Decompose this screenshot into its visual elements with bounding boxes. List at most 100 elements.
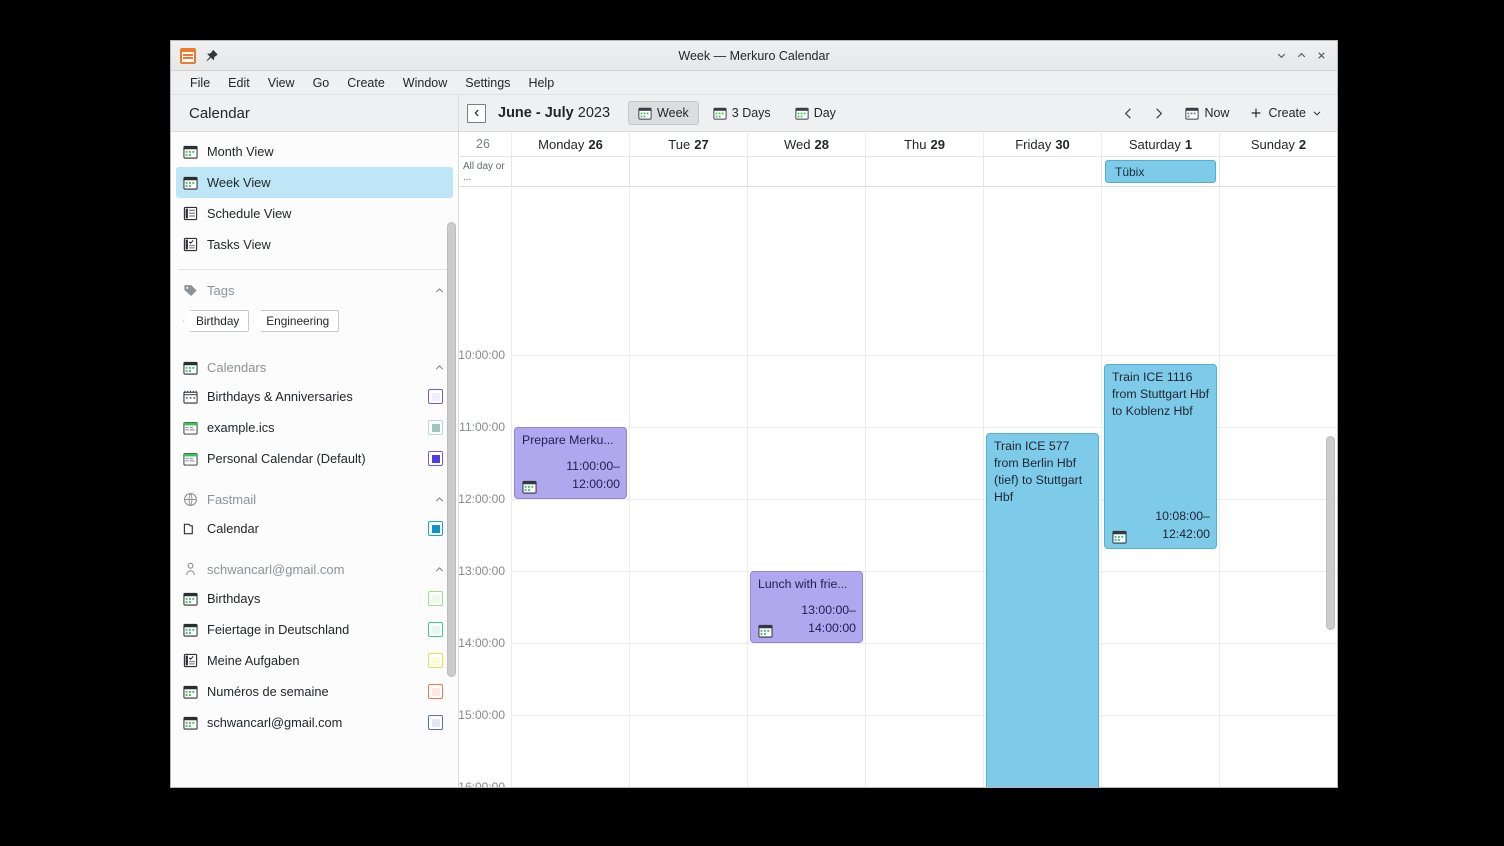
calendar-color-swatch[interactable] — [428, 715, 443, 730]
day-header-monday[interactable]: Monday 26 — [511, 132, 629, 156]
calendar-item[interactable]: Personal Calendar (Default) — [171, 443, 458, 474]
view-button-week[interactable]: Week — [628, 101, 699, 125]
chevron-up-icon[interactable] — [433, 563, 446, 576]
chevron-up-icon[interactable] — [433, 284, 446, 297]
minimize-icon[interactable] — [1271, 46, 1291, 66]
calendar-item-label: Birthdays & Anniversaries — [207, 389, 353, 404]
all-day-cell[interactable] — [865, 157, 983, 186]
chevron-up-icon[interactable] — [433, 361, 446, 374]
event-title: Prepare Merku... — [522, 433, 614, 447]
sidebar-item-schedule-view[interactable]: Schedule View — [176, 198, 453, 229]
now-button-label: Now — [1204, 106, 1230, 120]
now-button[interactable]: Now — [1175, 101, 1239, 125]
day-column-tue[interactable] — [629, 188, 747, 787]
day-column-sunday[interactable] — [1219, 188, 1337, 787]
calendar-item[interactable]: example.ics — [171, 412, 458, 443]
chevron-down-icon[interactable] — [1311, 107, 1323, 119]
chevron-left-icon[interactable] — [1115, 101, 1141, 125]
all-day-event[interactable]: Tübix — [1105, 160, 1216, 183]
sidebar-item-week-view[interactable]: Week View — [176, 167, 453, 198]
pin-icon[interactable] — [205, 49, 219, 63]
calendar-item[interactable]: Birthdays — [171, 583, 458, 614]
calendar-color-swatch[interactable] — [428, 420, 443, 435]
day-column-friday[interactable]: Train ICE 577 from Berlin Hbf (tief) to … — [983, 188, 1101, 787]
view-button-day[interactable]: Day — [785, 101, 846, 125]
day-column-thu[interactable] — [865, 188, 983, 787]
section-header-schwancarl-gmail-com[interactable]: schwancarl@gmail.com — [171, 555, 458, 583]
menu-item-window[interactable]: Window — [402, 75, 448, 90]
create-button[interactable]: Create — [1243, 102, 1327, 124]
calendar-color-swatch[interactable] — [428, 389, 443, 404]
calendar-item[interactable]: Meine Aufgaben — [171, 645, 458, 676]
section-header-tags[interactable]: Tags — [171, 276, 458, 304]
calendar-event[interactable]: Lunch with frie... 13:00:00– 14:00:00 — [750, 571, 863, 643]
calendar-event[interactable]: Train ICE 577 from Berlin Hbf (tief) to … — [986, 433, 1099, 787]
swatch-fill — [431, 625, 440, 634]
calendar-color-swatch[interactable] — [428, 591, 443, 606]
calendar-icon — [183, 361, 198, 375]
calendar-icon — [713, 107, 727, 120]
menu-item-settings[interactable]: Settings — [465, 75, 511, 90]
chevron-right-icon[interactable] — [1145, 101, 1171, 125]
section-header-fastmail[interactable]: Fastmail — [171, 485, 458, 513]
maximize-icon[interactable] — [1291, 46, 1311, 66]
calendar-event[interactable]: Train ICE 1116 from Stuttgart Hbf to Kob… — [1104, 364, 1217, 549]
all-day-cell[interactable] — [629, 157, 747, 186]
hour-label: 11:00:00 — [459, 420, 505, 434]
collapse-sidebar-icon[interactable] — [467, 103, 486, 123]
section-title: Fastmail — [207, 491, 257, 507]
event-title: Train ICE 577 from Berlin Hbf (tief) to … — [994, 439, 1083, 504]
calendar-item[interactable]: schwancarl@gmail.com — [171, 707, 458, 738]
menu-item-help[interactable]: Help — [528, 75, 555, 90]
calendar-color-swatch[interactable] — [428, 521, 443, 536]
sidebar-item-tasks-view[interactable]: Tasks View — [176, 229, 453, 260]
close-icon[interactable] — [1311, 46, 1331, 66]
sidebar-item-month-view[interactable]: Month View — [176, 136, 453, 167]
calendar-event[interactable]: Prepare Merku... 11:00:00– 12:00:00 — [514, 427, 627, 499]
calendar-grid-scroll[interactable]: 10:00:00 11:00:00 12:00:00 13:00:00 14:00:00… — [459, 188, 1337, 787]
menu-item-go[interactable]: Go — [312, 75, 330, 90]
all-day-cell[interactable] — [511, 157, 629, 186]
calendar-item[interactable]: Calendar — [171, 513, 458, 544]
all-day-cell[interactable] — [747, 157, 865, 186]
calendar-scrollbar[interactable] — [1326, 188, 1335, 787]
sidebar-scrollbar[interactable] — [447, 132, 456, 787]
calendar-color-swatch[interactable] — [428, 684, 443, 699]
all-day-cell[interactable]: Tübix — [1101, 157, 1219, 186]
chevron-up-icon[interactable] — [433, 493, 446, 506]
tag-engineering[interactable]: Engineering — [253, 310, 340, 332]
day-header-friday[interactable]: Friday 30 — [983, 132, 1101, 156]
day-header-saturday[interactable]: Saturday 1 — [1101, 132, 1219, 156]
day-column-monday[interactable]: Prepare Merku... 11:00:00– 12:00:00 — [511, 188, 629, 787]
ics-calendar-icon — [183, 421, 198, 435]
day-column-saturday[interactable]: Train ICE 1116 from Stuttgart Hbf to Kob… — [1101, 188, 1219, 787]
menu-item-create[interactable]: Create — [347, 75, 385, 90]
calendar-item[interactable]: Feiertage in Deutschland — [171, 614, 458, 645]
sidebar-scrollbar-thumb[interactable] — [447, 222, 456, 677]
schedule-view-icon — [183, 206, 198, 221]
menu-item-view[interactable]: View — [267, 75, 295, 90]
section-header-calendars[interactable]: Calendars — [171, 353, 458, 381]
all-day-row: All day or ... Tübix — [459, 157, 1337, 187]
event-footer: 13:00:00– 14:00:00 — [758, 602, 856, 638]
tag-birthday[interactable]: Birthday — [183, 310, 250, 332]
all-day-cell[interactable] — [1219, 157, 1337, 186]
calendar-scrollbar-thumb[interactable] — [1326, 436, 1335, 630]
day-header-wed[interactable]: Wed 28 — [747, 132, 865, 156]
view-button-3days[interactable]: 3 Days — [703, 101, 781, 125]
menu-item-edit[interactable]: Edit — [228, 75, 250, 90]
calendar-item[interactable]: Birthdays & Anniversaries — [171, 381, 458, 412]
day-header-tue[interactable]: Tue 27 — [629, 132, 747, 156]
calendar-color-swatch[interactable] — [428, 451, 443, 466]
day-number: 26 — [588, 136, 603, 152]
merkuro-calendar-window: Week — Merkuro Calendar File Edit View Go Cr… — [170, 40, 1338, 788]
hour-label: 12:00:00 — [459, 492, 505, 506]
day-header-sunday[interactable]: Sunday 2 — [1219, 132, 1337, 156]
all-day-cell[interactable] — [983, 157, 1101, 186]
day-header-thu[interactable]: Thu 29 — [865, 132, 983, 156]
menu-item-file[interactable]: File — [190, 75, 211, 90]
calendar-color-swatch[interactable] — [428, 622, 443, 637]
day-column-wed[interactable]: Lunch with frie... 13:00:00– 14:00:00 — [747, 188, 865, 787]
calendar-color-swatch[interactable] — [428, 653, 443, 668]
calendar-item[interactable]: Numéros de semaine — [171, 676, 458, 707]
